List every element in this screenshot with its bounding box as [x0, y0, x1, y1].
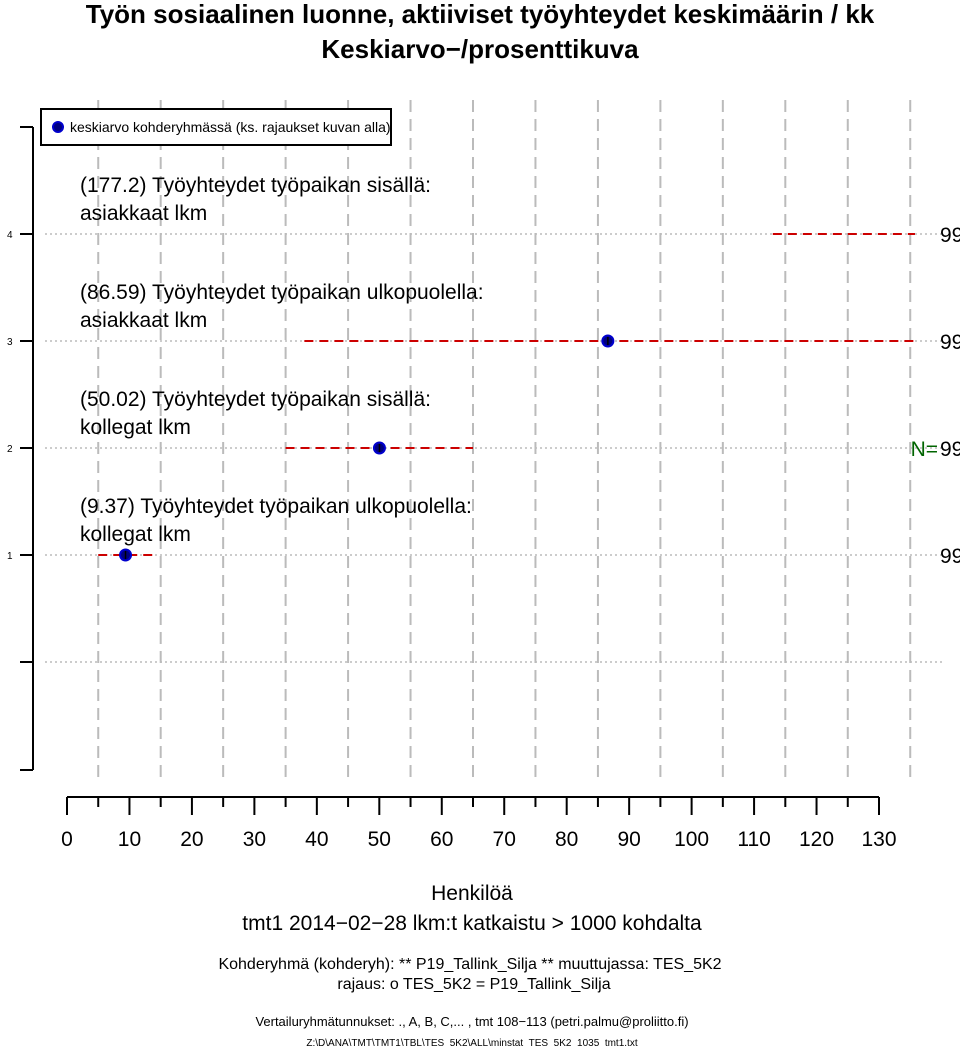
n-value: 99 [940, 224, 960, 247]
series-label-line2: kollegat lkm [80, 416, 191, 439]
x-tick-label: 50 [368, 828, 391, 851]
chart-subtitle: Keskiarvo−/prosenttikuva [321, 34, 639, 64]
x-tick-label: 10 [118, 828, 141, 851]
x-tick-label: 60 [430, 828, 453, 851]
chart-title: Työn sosiaalinen luonne, aktiiviset työy… [86, 0, 875, 29]
series-label-line1: (50.02) Työyhteydet työpaikan sisällä: [80, 388, 431, 411]
x-tick-label: 40 [305, 828, 328, 851]
x-tick-label: 80 [555, 828, 578, 851]
n-value: 99 [940, 438, 960, 461]
n-value: 99 [940, 545, 960, 568]
x-tick-label: 70 [493, 828, 516, 851]
series-label-line1: (9.37) Työyhteydet työpaikan ulkopuolell… [80, 495, 472, 518]
footer-line-3: rajaus: o TES_5K2 = P19_Tallink_Silja [337, 976, 610, 993]
n-prefix: N= [911, 438, 938, 461]
footer-line-2: Kohderyhmä (kohderyh): ** P19_Tallink_Si… [218, 956, 721, 973]
footer-line-5: Z:\D\ANA\TMT\TMT1\TBL\TES_5K2\ALL\minsta… [306, 1038, 637, 1047]
x-axis-label: Henkilöä [431, 882, 513, 905]
y-tick-label: 3 [7, 337, 13, 348]
x-tick-label: 120 [799, 828, 834, 851]
x-tick-label: 100 [674, 828, 709, 851]
x-tick-label: 30 [243, 828, 266, 851]
y-tick-label: 2 [7, 444, 13, 455]
y-tick-label: 1 [7, 551, 13, 562]
footer-line-4: Vertailuryhmätunnukset: ., A, B, C,... ,… [255, 1014, 688, 1029]
x-tick-label: 0 [61, 828, 73, 851]
legend-box [40, 108, 392, 146]
legend-label: keskiarvo kohderyhmässä (ks. rajaukset k… [70, 119, 391, 135]
x-tick-label: 20 [180, 828, 203, 851]
series-label-line2: kollegat lkm [80, 523, 191, 546]
x-tick-label: 110 [737, 828, 770, 851]
footer-line-1: tmt1 2014−02−28 lkm:t katkaistu > 1000 k… [242, 912, 702, 935]
legend: keskiarvo kohderyhmässä (ks. rajaukset k… [40, 108, 392, 146]
x-tick-label: 90 [617, 828, 640, 851]
y-tick-label: 4 [7, 230, 13, 241]
series-label-line1: (177.2) Työyhteydet työpaikan sisällä: [80, 174, 431, 197]
series-label-line2: asiakkaat lkm [80, 309, 207, 332]
series-label-line1: (86.59) Työyhteydet työpaikan ulkopuolel… [80, 281, 484, 304]
series-label-line2: asiakkaat lkm [80, 202, 207, 225]
series: (177.2) Työyhteydet työpaikan sisällä: as… [80, 174, 960, 568]
x-tick-label: 130 [861, 828, 896, 851]
n-value: 99 [940, 331, 960, 354]
legend-marker [52, 121, 64, 133]
